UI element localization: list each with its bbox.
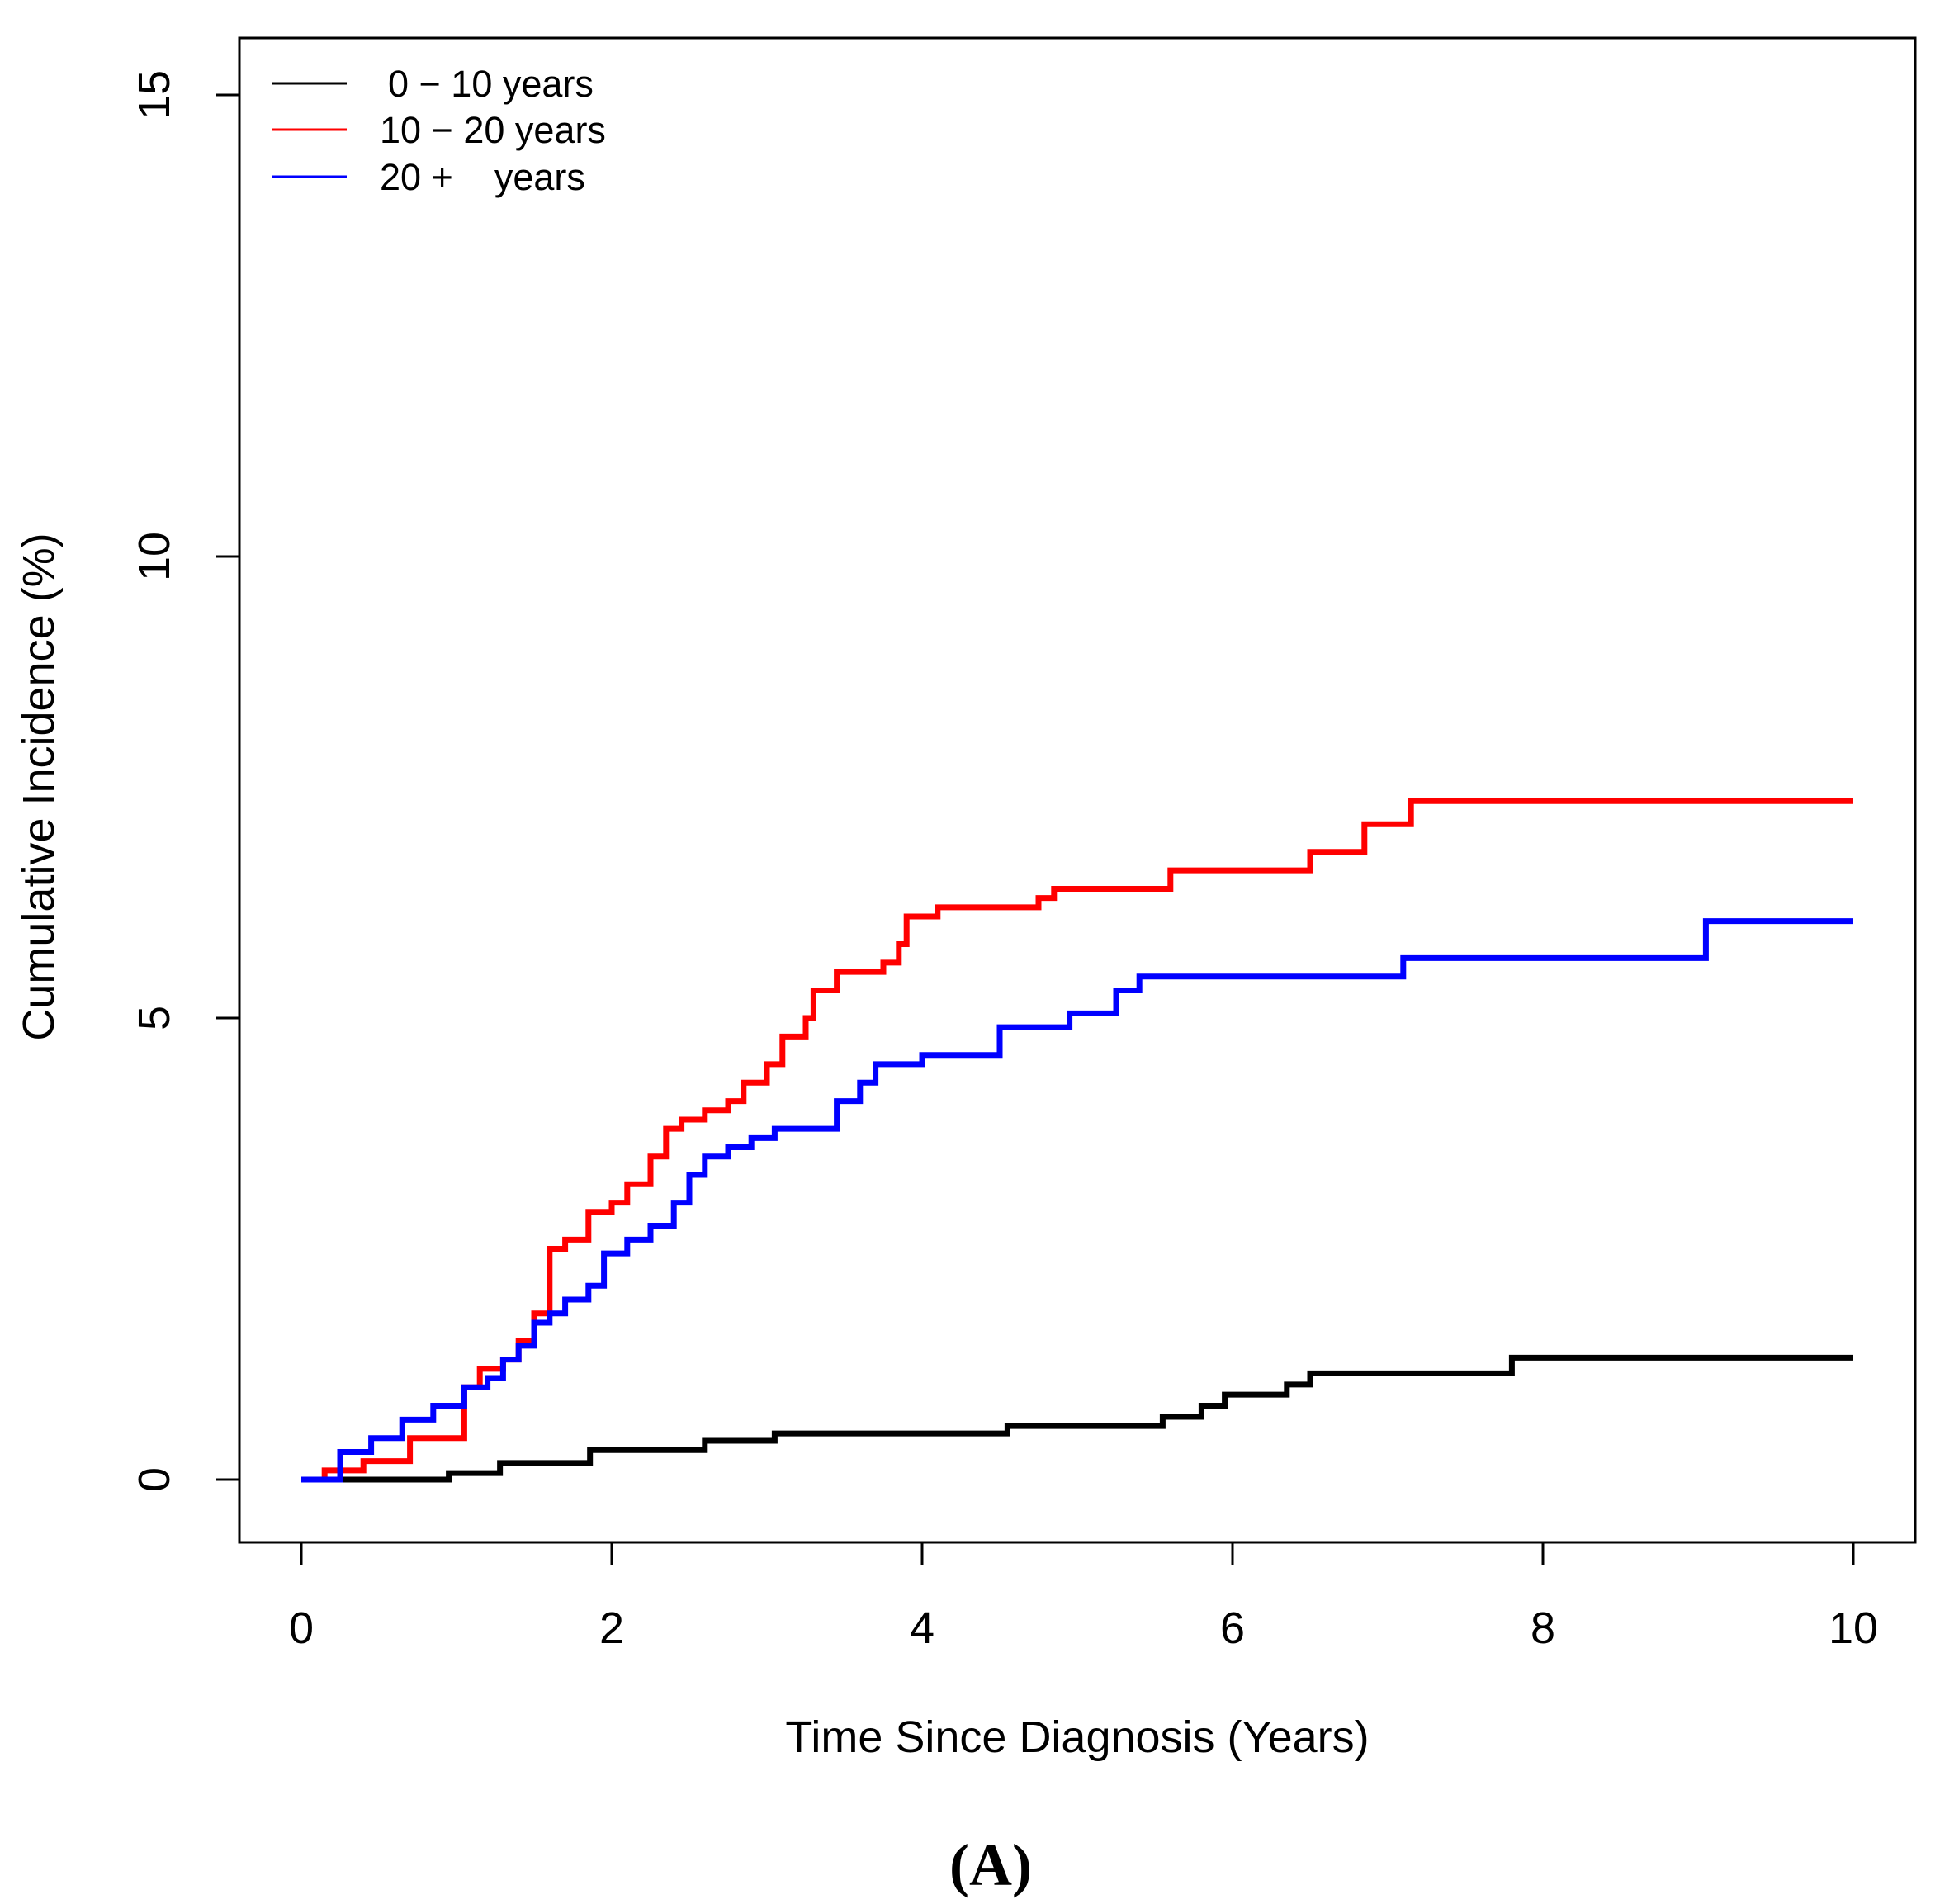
legend-label-10-20-years: 10 − 20 years bbox=[380, 109, 606, 151]
x-tick-label: 10 bbox=[1829, 1603, 1878, 1653]
plot-frame bbox=[238, 36, 1917, 1544]
x-tick-label: 2 bbox=[599, 1603, 624, 1653]
x-axis-title: Time Since Diagnosis (Years) bbox=[785, 1712, 1369, 1762]
x-tick-label: 4 bbox=[910, 1603, 935, 1653]
legend: 0 − 10 years 10 − 20 years 20 + years bbox=[272, 63, 606, 198]
y-tick-label: 10 bbox=[130, 532, 179, 581]
y-tick-label: 15 bbox=[130, 70, 179, 120]
y-tick-label: 5 bbox=[130, 1006, 179, 1030]
series-10-20-years bbox=[301, 798, 1853, 1483]
panel-label: (A) bbox=[949, 1832, 1032, 1898]
y-axis-title: Cumulative Incidence (%) bbox=[14, 533, 64, 1040]
series-20-plus-years bbox=[301, 918, 1853, 1483]
legend-label-20-plus-years: 20 + years bbox=[380, 156, 585, 198]
series-layer bbox=[301, 798, 1853, 1483]
x-tick-label: 8 bbox=[1531, 1603, 1555, 1653]
y-axis: 0 5 10 15 bbox=[130, 70, 241, 1492]
y-tick-label: 0 bbox=[130, 1467, 179, 1492]
series-0-10-years bbox=[301, 1354, 1853, 1483]
x-tick-label: 0 bbox=[289, 1603, 314, 1653]
x-axis: 0 2 4 6 8 10 bbox=[289, 1541, 1878, 1653]
legend-label-0-10-years: 0 − 10 years bbox=[388, 63, 594, 105]
x-tick-label: 6 bbox=[1220, 1603, 1245, 1653]
